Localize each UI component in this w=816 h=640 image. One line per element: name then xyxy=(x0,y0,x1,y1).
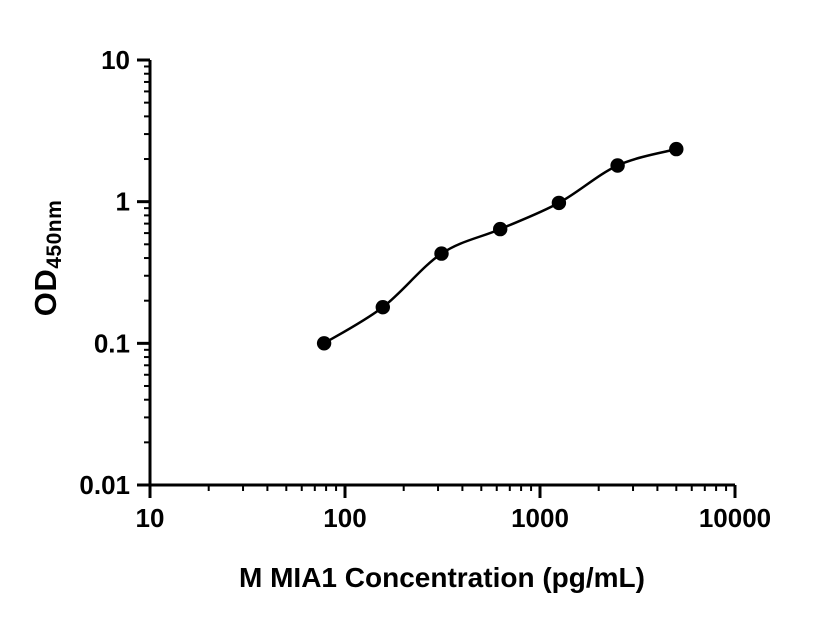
x-tick-label: 10 xyxy=(136,503,165,533)
y-axis-title-main: OD xyxy=(28,268,63,317)
data-point xyxy=(610,158,625,173)
x-tick-label: 1000 xyxy=(511,503,569,533)
y-tick-label: 10 xyxy=(101,45,130,75)
y-tick-label: 0.1 xyxy=(94,328,130,358)
x-tick-label: 100 xyxy=(323,503,366,533)
y-tick-label: 0.01 xyxy=(79,470,130,500)
data-point xyxy=(493,221,508,237)
y-axis-title-subscript: 450nm xyxy=(43,199,66,269)
data-point xyxy=(316,336,332,351)
fit-curve xyxy=(323,147,677,345)
data-point xyxy=(434,246,449,261)
data-point xyxy=(551,195,567,211)
x-axis-title: M MIA1 Concentration (pg/mL) xyxy=(239,562,645,593)
y-tick-label: 1 xyxy=(116,187,130,217)
data-point xyxy=(375,300,390,315)
x-tick-label: 10000 xyxy=(699,503,771,533)
y-axis-title: OD450nm xyxy=(28,199,66,317)
data-point xyxy=(669,141,684,157)
